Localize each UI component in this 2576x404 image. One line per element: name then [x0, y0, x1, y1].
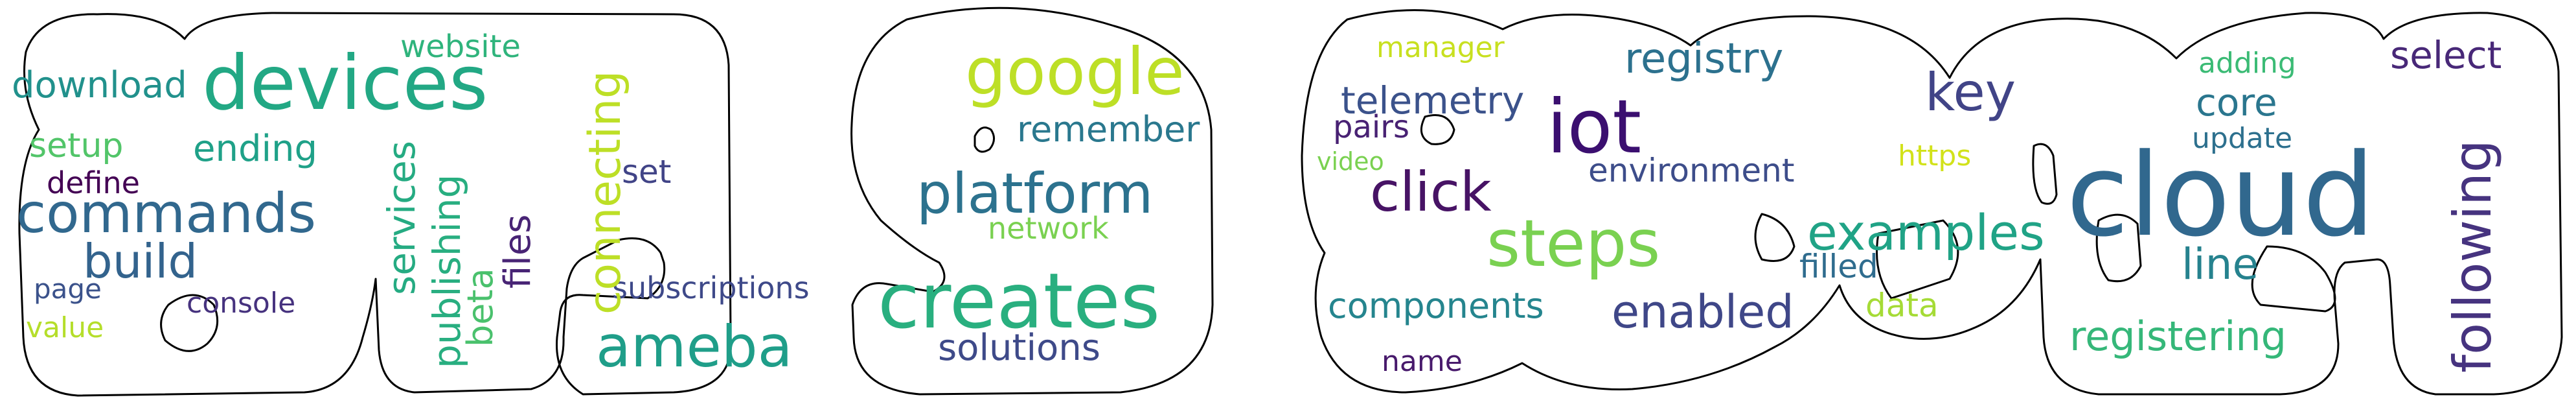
word-data: data	[1865, 287, 1939, 324]
word-key: key	[1925, 62, 2016, 123]
word-build: build	[83, 234, 198, 289]
word-manager: manager	[1376, 31, 1505, 64]
word-value: value	[26, 311, 104, 344]
word-environment: environment	[1588, 152, 1794, 189]
words: devices google platform creates ameba co…	[12, 29, 2503, 380]
word-video: video	[1317, 147, 1384, 176]
word-services: services	[380, 141, 424, 295]
word-telemetry: telemetry	[1341, 78, 1524, 123]
word-steps: steps	[1487, 206, 1660, 281]
word-iot: iot	[1547, 84, 1641, 170]
word-following: following	[2443, 139, 2503, 373]
word-creates: creates	[878, 256, 1160, 346]
left-outline	[18, 6, 1214, 397]
word-commands: commands	[16, 182, 316, 245]
word-ending: ending	[193, 128, 317, 170]
word-remember: remember	[1017, 109, 1200, 150]
word-publishing: publishing	[425, 174, 469, 368]
word-google: google	[965, 34, 1185, 110]
word-update: update	[2192, 122, 2292, 155]
word-devices: devices	[202, 40, 488, 127]
word-ameba: ameba	[596, 313, 793, 380]
word-components: components	[1328, 285, 1544, 326]
word-network: network	[988, 211, 1109, 246]
word-console: console	[187, 287, 295, 320]
word-set: set	[622, 153, 671, 191]
word-beta: beta	[460, 268, 501, 347]
word-pairs: pairs	[1333, 109, 1409, 145]
word-registry: registry	[1624, 35, 1783, 83]
word-solutions: solutions	[938, 327, 1100, 369]
word-https: https	[1898, 139, 1971, 172]
word-name: name	[1382, 345, 1463, 378]
word-examples: examples	[1807, 204, 2045, 261]
word-platform: platform	[917, 161, 1153, 226]
right-outline	[1301, 9, 2563, 396]
word-files: files	[497, 215, 539, 289]
word-setup: setup	[29, 126, 123, 165]
word-connecting: connecting	[580, 71, 631, 315]
word-page: page	[34, 273, 102, 305]
word-core: core	[2196, 80, 2277, 125]
word-define: define	[47, 165, 140, 200]
word-select: select	[2390, 33, 2502, 77]
word-click: click	[1370, 160, 1492, 224]
word-line: line	[2182, 239, 2259, 289]
word-download: download	[12, 64, 187, 106]
word-enabled: enabled	[1612, 285, 1794, 339]
word-registering: registering	[2069, 313, 2286, 360]
word-subscriptions: subscriptions	[612, 270, 810, 305]
word-filled: filled	[1799, 248, 1878, 285]
word-adding: adding	[2198, 47, 2296, 80]
word-cloud: cloud	[2066, 129, 2375, 262]
word-website: website	[400, 29, 521, 65]
